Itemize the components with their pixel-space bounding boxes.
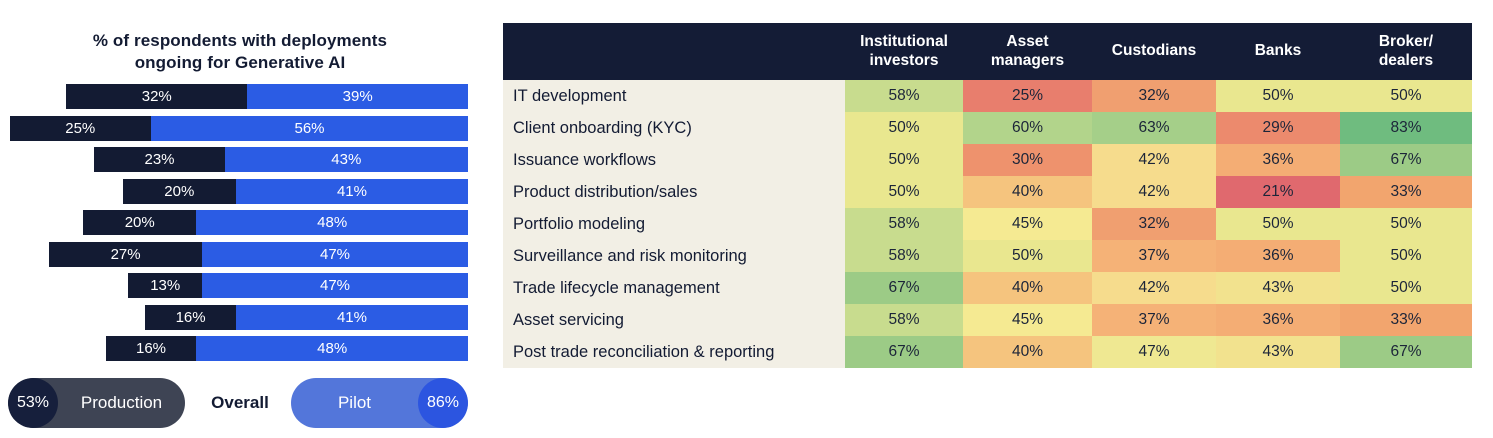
- row-label: Surveillance and risk monitoring: [503, 240, 845, 272]
- heatmap-cell: 30%: [963, 144, 1092, 176]
- heatmap-cell: 50%: [1216, 208, 1340, 240]
- pilot-segment: 47%: [202, 241, 468, 267]
- heatmap-cell: 50%: [1340, 240, 1472, 272]
- heatmap-cell: 43%: [1216, 272, 1340, 304]
- heatmap-cell: 21%: [1216, 176, 1340, 208]
- bar-row: 13% 47%: [0, 273, 468, 298]
- pilot-segment: 41%: [235, 304, 468, 330]
- pilot-segment: 48%: [196, 336, 468, 361]
- heatmap-cell: 47%: [1092, 336, 1216, 368]
- heatmap-cell: 29%: [1216, 112, 1340, 144]
- heatmap-cell: 67%: [1340, 336, 1472, 368]
- heatmap-cell: 67%: [1340, 144, 1472, 176]
- heatmap-cell: 45%: [963, 304, 1092, 336]
- production-segment: 25%: [9, 115, 151, 141]
- bar-row: 27% 47%: [0, 241, 468, 267]
- heatmap-cell: 67%: [845, 336, 963, 368]
- heatmap-cell: 42%: [1092, 272, 1216, 304]
- heatmap-corner-cell: [503, 23, 845, 80]
- row-label: Product distribution/sales: [503, 176, 845, 208]
- row-label: Asset servicing: [503, 304, 845, 336]
- heatmap-cell: 37%: [1092, 304, 1216, 336]
- heatmap-cell: 83%: [1340, 112, 1472, 144]
- chart-title: % of respondents with deployments ongoin…: [92, 31, 388, 73]
- pilot-segment: 43%: [224, 147, 468, 172]
- row-label: Portfolio modeling: [503, 208, 845, 240]
- heatmap-cell: 40%: [963, 336, 1092, 368]
- row-label: Client onboarding (KYC): [503, 112, 845, 144]
- production-segment: 16%: [105, 336, 197, 361]
- heatmap-cell: 25%: [963, 80, 1092, 112]
- production-segment: 32%: [66, 84, 248, 109]
- heatmap-cell: 50%: [1216, 80, 1340, 112]
- legend-overall-label: Overall: [211, 393, 269, 412]
- production-segment: 20%: [83, 210, 197, 235]
- heatmap-cell: 43%: [1216, 336, 1340, 368]
- heatmap-cell: 58%: [845, 304, 963, 336]
- heatmap-cell: 33%: [1340, 304, 1472, 336]
- legend-pilot-pill: Pilot 86%: [291, 378, 468, 428]
- row-label: Issuance workflows: [503, 144, 845, 176]
- heatmap-cell: 58%: [845, 80, 963, 112]
- heatmap-cell: 50%: [1340, 272, 1472, 304]
- bar-row: 20% 41%: [0, 178, 468, 204]
- heatmap-cell: 60%: [963, 112, 1092, 144]
- production-segment: 13%: [128, 273, 202, 298]
- bar-row: 20% 48%: [0, 210, 468, 235]
- bar-row: 16% 48%: [0, 336, 468, 361]
- bar-row: 16% 41%: [0, 304, 468, 330]
- pilot-segment: 39%: [247, 84, 468, 109]
- production-segment: 27%: [49, 241, 202, 267]
- heatmap-table: Institutional investors Asset managers Cus…: [503, 23, 1472, 368]
- pilot-segment: 56%: [151, 115, 468, 141]
- legend-production-label: Production: [80, 393, 163, 412]
- heatmap-cell: 58%: [845, 240, 963, 272]
- production-segment: 16%: [145, 304, 236, 330]
- column-header: Broker/ dealers: [1340, 23, 1472, 80]
- legend-production-overall-badge: 53%: [8, 378, 58, 428]
- heatmap-cell: 42%: [1092, 176, 1216, 208]
- legend-production-pill: 53% Production: [8, 378, 185, 428]
- pilot-segment: 41%: [235, 178, 468, 204]
- pilot-segment: 47%: [202, 273, 468, 298]
- heatmap-cell: 37%: [1092, 240, 1216, 272]
- heatmap-cell: 36%: [1216, 304, 1340, 336]
- column-header: Custodians: [1092, 23, 1216, 80]
- pilot-segment: 48%: [196, 210, 468, 235]
- production-segment: 20%: [122, 178, 236, 204]
- heatmap-cell: 50%: [845, 112, 963, 144]
- heatmap-cell: 45%: [963, 208, 1092, 240]
- heatmap-cell: 36%: [1216, 240, 1340, 272]
- row-label: IT development: [503, 80, 845, 112]
- heatmap-cell: 50%: [1340, 208, 1472, 240]
- heatmap-cell: 40%: [963, 176, 1092, 208]
- heatmap-cell: 50%: [845, 144, 963, 176]
- heatmap-cell: 33%: [1340, 176, 1472, 208]
- heatmap-cell: 32%: [1092, 208, 1216, 240]
- row-label: Post trade reconciliation & reporting: [503, 336, 845, 368]
- heatmap-cell: 63%: [1092, 112, 1216, 144]
- heatmap-cell: 42%: [1092, 144, 1216, 176]
- column-header: Institutional investors: [845, 23, 963, 80]
- heatmap-cell: 58%: [845, 208, 963, 240]
- chart-legend: 53% Production Overall Pilot 86%: [0, 378, 468, 428]
- row-label: Trade lifecycle management: [503, 272, 845, 304]
- heatmap-cell: 67%: [845, 272, 963, 304]
- bar-row: 32% 39%: [0, 84, 468, 109]
- bar-row: 25% 56%: [0, 115, 468, 141]
- heatmap-cell: 50%: [963, 240, 1092, 272]
- heatmap-cell: 50%: [845, 176, 963, 208]
- bar-row: 23% 43%: [0, 147, 468, 172]
- heatmap-cell: 50%: [1340, 80, 1472, 112]
- column-header: Asset managers: [963, 23, 1092, 80]
- legend-pilot-overall-badge: 86%: [418, 378, 468, 428]
- heatmap-cell: 40%: [963, 272, 1092, 304]
- column-header: Banks: [1216, 23, 1340, 80]
- production-segment: 23%: [94, 147, 225, 172]
- heatmap-cell: 32%: [1092, 80, 1216, 112]
- stacked-bar-chart: 32% 39% 25% 56% 23% 43% 20% 41% 20% 48% 27% 47% 13% 4…: [0, 84, 468, 368]
- heatmap-cell: 36%: [1216, 144, 1340, 176]
- legend-pilot-label: Pilot: [337, 393, 372, 412]
